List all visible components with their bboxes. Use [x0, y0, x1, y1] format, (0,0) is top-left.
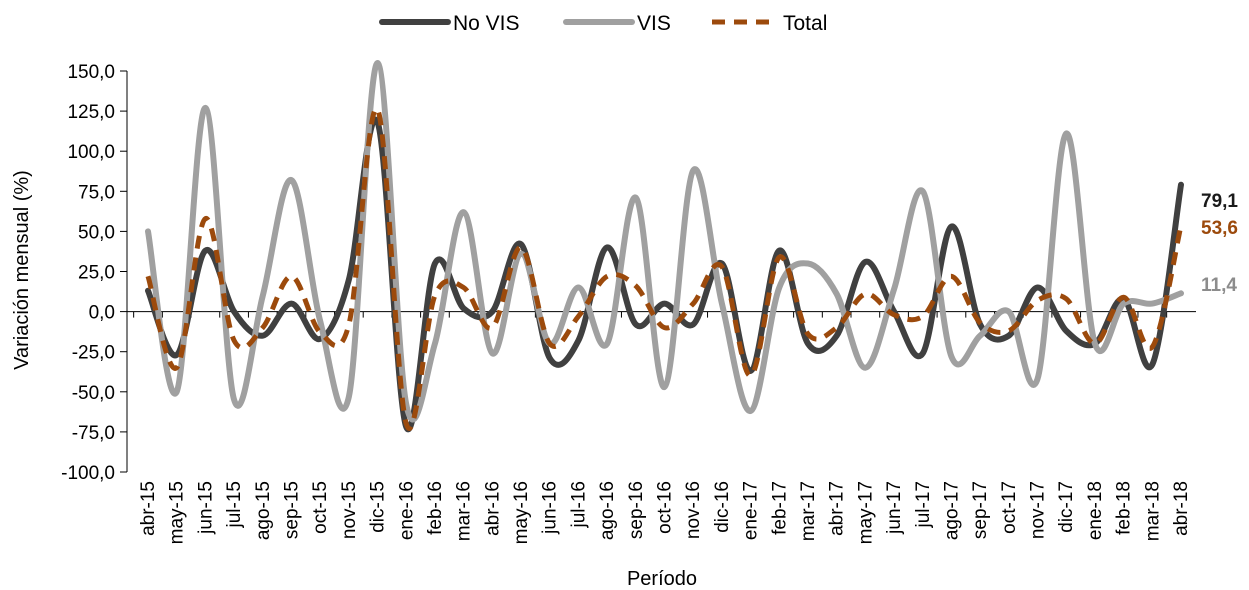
x-tick-label: sep-16 [626, 481, 647, 539]
legend-item-no-vis: No VIS [379, 12, 520, 35]
x-tick-label: sep-17 [970, 481, 991, 539]
x-tick-label: feb-17 [769, 481, 790, 535]
x-tick-label: mar-16 [454, 481, 475, 541]
x-axis-title: Período [627, 568, 697, 590]
end-value-label: 79,1 [1201, 191, 1238, 212]
y-tick-label: 125,0 [67, 102, 115, 123]
x-tick-label: oct-17 [999, 481, 1020, 534]
x-tick-label: feb-16 [425, 481, 446, 535]
y-tick-label: 25,0 [78, 263, 115, 284]
x-tick-label: ago-17 [941, 481, 962, 540]
x-tick-label: abr-18 [1171, 481, 1192, 536]
legend-label: VIS [637, 12, 671, 35]
legend-item-vis: VIS [563, 12, 671, 35]
series-line-vis [145, 59, 1184, 423]
end-value-label: 53,6 [1201, 218, 1238, 239]
x-tick-label: ene-17 [741, 481, 762, 540]
x-tick-label: abr-17 [827, 481, 848, 536]
x-tick-label: jun-15 [195, 481, 216, 535]
x-tick-label: nov-16 [683, 481, 704, 539]
x-tick-label: jun-17 [884, 481, 905, 535]
x-tick-label: abr-16 [482, 481, 503, 536]
legend-item-total: Total [712, 12, 827, 35]
legend: No VIS VIS Total [379, 12, 827, 35]
y-tick-label: -50,0 [72, 383, 115, 404]
x-axis: abr-15 may-15 jun-15 jul-15 ago-15 sep-15 oct-… [127, 311, 1196, 544]
x-tick-label: jul-16 [568, 481, 589, 528]
x-tick-label: nov-17 [1028, 481, 1049, 539]
y-tick-label: 50,0 [78, 222, 115, 243]
x-tick-label: jul-17 [913, 481, 934, 528]
x-tick-label: oct-15 [310, 481, 331, 534]
series-line-no-vis [145, 116, 1184, 433]
y-axis: 150,0 125,0 100,0 75,0 50,0 25,0 0,0 -25,0 -50,0… [61, 62, 128, 484]
x-tick-label: oct-16 [655, 481, 676, 534]
x-tick-label: jun-16 [540, 481, 561, 535]
y-tick-label: -75,0 [72, 423, 115, 444]
x-tick-label: may-16 [511, 481, 532, 544]
y-tick-label: -100,0 [61, 463, 115, 484]
y-tick-label: 0,0 [89, 303, 115, 324]
legend-label: Total [783, 12, 827, 35]
x-tick-label: ene-18 [1085, 481, 1106, 540]
x-tick-label: sep-15 [281, 481, 302, 539]
end-labels: 79,1 53,6 11,4 [1201, 191, 1238, 296]
x-tick-label: dic-15 [368, 481, 389, 533]
x-tick-label: may-15 [167, 481, 188, 544]
x-tick-label: ago-16 [597, 481, 618, 540]
legend-label: No VIS [453, 12, 520, 35]
x-tick-label: ago-15 [253, 481, 274, 540]
x-tick-label: nov-15 [339, 481, 360, 539]
y-tick-label: 100,0 [67, 142, 115, 163]
y-tick-label: 75,0 [78, 182, 115, 203]
x-tick-label: ene-16 [396, 481, 417, 540]
x-tick-label: jul-15 [224, 481, 245, 528]
end-value-label: 11,4 [1201, 275, 1237, 296]
x-tick-label: feb-18 [1114, 481, 1135, 535]
x-tick-label: abr-15 [138, 481, 159, 536]
series-line-total [145, 106, 1184, 431]
y-axis-title: Variación mensual (%) [11, 170, 33, 370]
y-tick-label: 150,0 [67, 62, 115, 83]
x-tick-label: mar-18 [1142, 481, 1163, 541]
x-tick-label: mar-17 [798, 481, 819, 541]
x-tick-label: dic-16 [712, 481, 733, 533]
x-tick-label: dic-17 [1056, 481, 1077, 533]
y-tick-label: -25,0 [72, 343, 115, 364]
x-tick-label: may-17 [855, 481, 876, 544]
series-layer [145, 59, 1184, 433]
